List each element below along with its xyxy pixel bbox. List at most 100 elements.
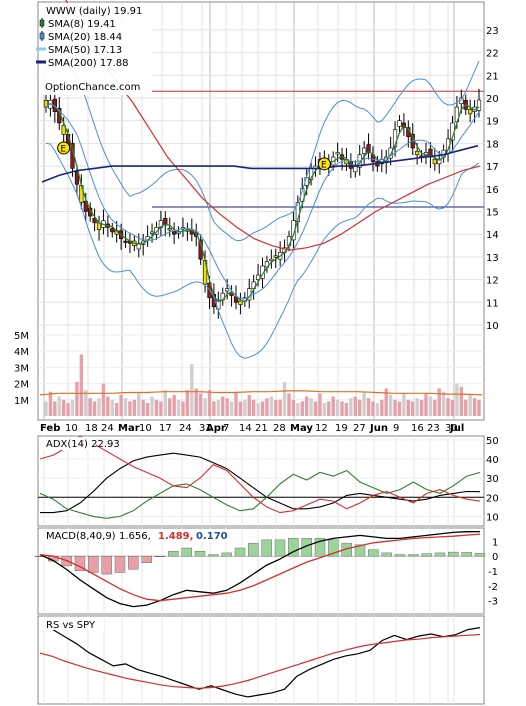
macd-tick-label: -2 [488, 582, 498, 593]
price-tick-label: 15 [486, 208, 499, 219]
volume-bar [163, 390, 167, 416]
volume-bar [278, 399, 282, 416]
volume-bar [194, 388, 198, 416]
volume-bar [441, 391, 446, 416]
volume-bar [388, 394, 393, 416]
x-tick-month: May [290, 423, 313, 434]
macd-signal-line [39, 533, 481, 602]
volume-bar [198, 393, 203, 416]
x-tick-day: 24 [101, 423, 114, 434]
volume-bar [185, 390, 190, 416]
macd-histogram-bar [328, 539, 339, 557]
volume-bar [141, 399, 145, 416]
volume-bar [128, 401, 132, 416]
volume-bar [380, 399, 384, 416]
rs-chart [39, 624, 481, 698]
x-tick-day: 10 [139, 423, 152, 434]
macd-tick-label: -3 [488, 597, 498, 608]
volume-bar [402, 393, 406, 416]
candle-body [207, 282, 212, 299]
volume-bar [464, 399, 468, 416]
legend-label: SMA(20) 18.44 [48, 32, 122, 43]
price-tick-label: 20 [486, 94, 499, 105]
price-tick-label: 22 [486, 49, 499, 60]
macd-histogram-bar [154, 555, 166, 557]
volume-average-line [39, 390, 483, 396]
earnings-marker-label: E [321, 160, 327, 170]
macd-histogram-bar [101, 555, 112, 575]
price-tick-label: 11 [486, 298, 499, 309]
volume-bar [154, 399, 159, 416]
legend: WWW (daily) 19.91 SMA(8) 19.41 SMA(20) 18… [36, 3, 152, 95]
volume-bar [371, 401, 375, 416]
x-tick-day: 7 [223, 423, 229, 434]
volume-bar [44, 401, 48, 416]
volume-bar [88, 398, 92, 416]
x-tick-day: 27 [353, 423, 366, 434]
volume-bar [269, 396, 274, 416]
earnings-marker [57, 141, 71, 155]
legend-swatch [39, 32, 45, 40]
sma20-line [45, 103, 480, 300]
price-tick-label: 23 [486, 26, 499, 37]
volume-bar [446, 398, 450, 416]
adx-tick-label: 40 [486, 455, 499, 466]
macd-histogram-bar [421, 553, 432, 557]
volume-bar [309, 398, 313, 416]
macd-title: MACD(8,40,9) [46, 531, 116, 542]
candle-body [468, 109, 473, 115]
candle-body [83, 200, 88, 212]
volume-tick-label: 1M [14, 396, 29, 407]
volume-bar [181, 401, 185, 416]
adx-tick-label: 20 [486, 493, 499, 504]
macd-histogram-bar [381, 552, 392, 557]
volume-bar [375, 403, 380, 416]
volume-bar [349, 398, 353, 416]
macd-histogram-bar [448, 551, 459, 557]
x-tick-day: 14 [239, 423, 252, 434]
macd-histogram-bar [274, 539, 286, 557]
candle-body [238, 300, 243, 305]
rs-panel-frame [37, 615, 485, 705]
volume-bar [450, 399, 455, 416]
volume-bar [455, 383, 459, 416]
volume-bar [57, 396, 61, 416]
volume-bar [221, 396, 225, 416]
volume-bar [92, 401, 97, 416]
candle-body [397, 120, 402, 127]
volume-bar [172, 394, 176, 416]
volume-bar [287, 393, 291, 416]
macd-tick-label: 0 [492, 552, 498, 563]
macd-histogram-bar [341, 542, 352, 557]
candle-body [92, 218, 97, 224]
volume-bar [243, 399, 247, 416]
volume-bar [97, 398, 101, 416]
macd-histogram-bar [261, 539, 272, 557]
candle-body [61, 124, 66, 135]
volume-bar [472, 398, 477, 416]
earnings-marker [317, 157, 331, 171]
volume-bar [340, 401, 344, 416]
price-tick-label: 18 [486, 139, 499, 150]
macd-histogram-bar [74, 555, 86, 572]
price-tick-label: 13 [486, 253, 499, 264]
macd-chart: 1 0 -1 -2 -3 [34, 530, 498, 608]
macd-histogram-bar [141, 555, 152, 563]
volume-bar [424, 393, 428, 416]
candle-body [415, 151, 420, 156]
candle-body [353, 165, 358, 173]
volume-bar [366, 398, 371, 416]
volume-bar [384, 388, 388, 416]
volume-bar [335, 399, 340, 416]
macd-histogram-bar [434, 552, 446, 557]
x-tick-day: 28 [273, 423, 286, 434]
volume-bar [229, 401, 234, 416]
volume-bar [225, 398, 229, 416]
candle-body [136, 242, 141, 250]
macd-histogram-bar [368, 549, 379, 557]
volume-bar [123, 398, 128, 416]
chart-title: WWW (daily) 19.91 [46, 6, 142, 17]
volume-bar [437, 388, 441, 416]
volume-tick-label: 3M [14, 363, 29, 374]
macd-histogram-bar [88, 555, 99, 573]
